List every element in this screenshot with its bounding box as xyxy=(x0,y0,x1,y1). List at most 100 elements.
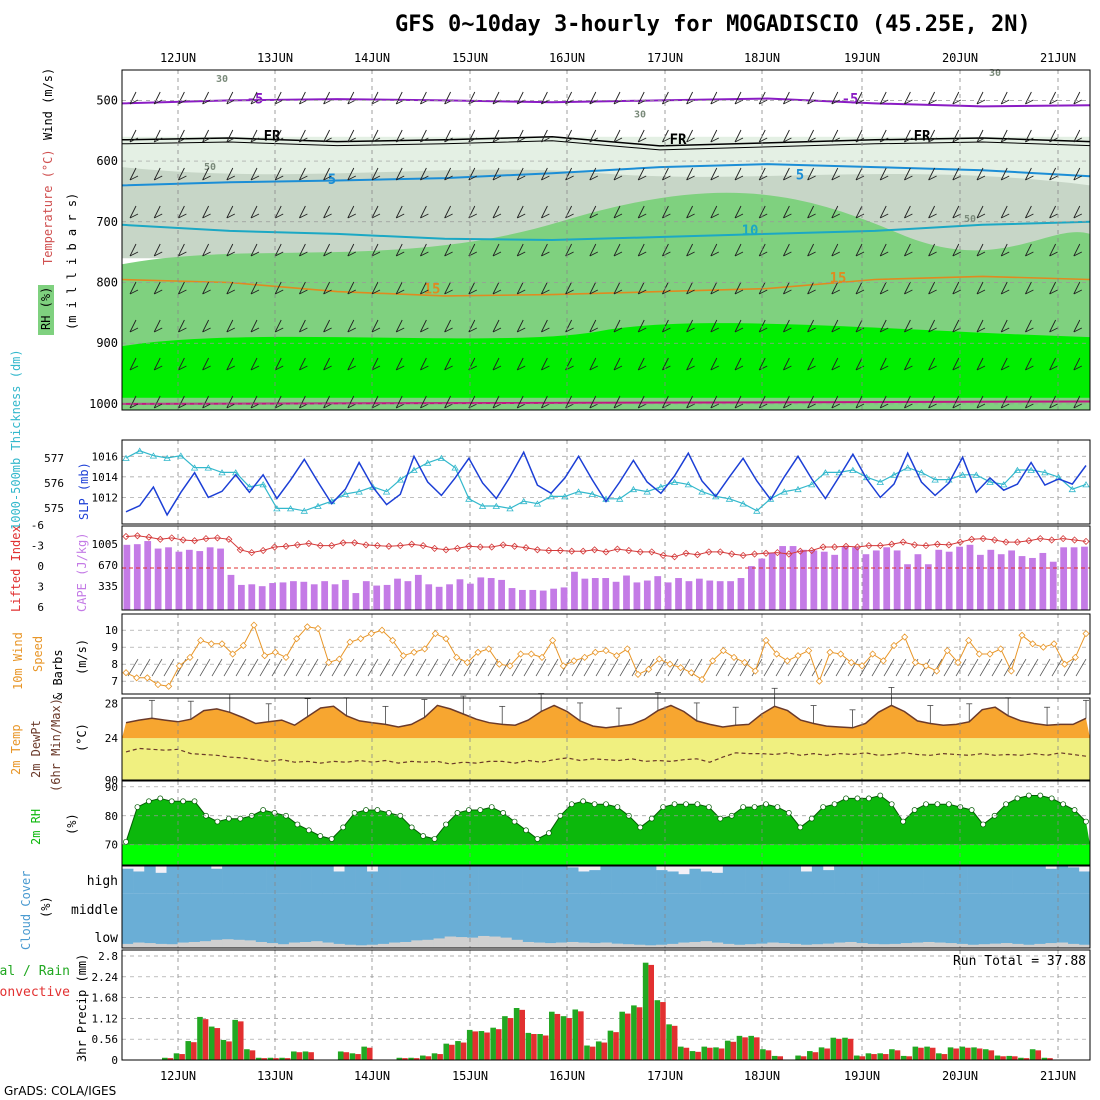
lifted-point xyxy=(305,539,313,548)
wind-barb xyxy=(395,395,405,409)
cloud-high-bar xyxy=(945,866,957,894)
precip-total-bar xyxy=(232,1019,238,1060)
bottom-day-label: 20JUN xyxy=(942,1069,978,1083)
cape-bar xyxy=(487,578,495,610)
wind-barb xyxy=(540,129,550,143)
wind-barb xyxy=(129,167,139,181)
cloud-low-bar xyxy=(122,943,134,948)
bottom-day-label: 15JUN xyxy=(452,1069,488,1083)
cape-bar xyxy=(779,546,787,610)
wind-speed-point xyxy=(986,650,994,658)
cloud-high-bar xyxy=(756,866,768,894)
cloud-high-bar xyxy=(600,866,612,894)
cloud-high-bar xyxy=(656,870,668,894)
cloud-high-bar xyxy=(466,866,479,894)
upper-air-frame xyxy=(121,69,1091,411)
temperature-fill xyxy=(122,705,1090,739)
cloud-low-bar xyxy=(911,942,924,948)
wind-barb xyxy=(1049,205,1058,219)
wind-barb xyxy=(928,281,937,295)
rh2m-point xyxy=(294,821,301,828)
cape-bar xyxy=(477,577,485,610)
thickness-point xyxy=(725,495,734,502)
wind-barb xyxy=(710,281,720,295)
cloud-low-bar xyxy=(778,943,790,948)
cape-bar xyxy=(633,582,641,610)
wind-barb xyxy=(540,243,550,257)
thickness-point xyxy=(300,507,308,514)
wind-speed-point xyxy=(1061,660,1069,668)
wind-barb xyxy=(782,281,792,295)
wind-barb xyxy=(129,129,139,143)
wind-barb xyxy=(807,319,816,333)
cloud-low-bar xyxy=(878,944,891,948)
cloud-low-bar xyxy=(856,943,868,948)
precip-total-bar xyxy=(197,1016,203,1060)
wind-speed-point xyxy=(1082,630,1090,638)
wind-barb xyxy=(516,395,526,409)
wind-speed-point xyxy=(1007,667,1015,675)
rh2m-point xyxy=(1003,801,1009,808)
isotherm-line xyxy=(121,163,1091,187)
precip-conv-bar xyxy=(308,1052,314,1060)
cape-bar xyxy=(1049,561,1057,610)
precip-conv-bar xyxy=(1023,1058,1030,1060)
wind-speed-point xyxy=(815,677,823,685)
thickness-point xyxy=(465,495,473,502)
cloud-high-bar xyxy=(1056,866,1069,894)
wind-barb xyxy=(589,395,599,409)
wind-barb xyxy=(226,281,236,295)
cape-bar xyxy=(904,564,911,610)
rh2m-point xyxy=(1071,807,1078,813)
cloud-high-bar xyxy=(911,866,924,894)
lifted-point xyxy=(762,549,770,557)
wind-barb xyxy=(226,167,236,181)
contour-label: FR xyxy=(914,128,931,144)
cape-bar xyxy=(227,574,235,610)
wind-speed-point xyxy=(847,658,855,667)
precip-conv-bar xyxy=(765,1050,772,1060)
wind-barb xyxy=(347,357,357,371)
surface-wind-barb xyxy=(799,658,811,677)
cloud-high-bar xyxy=(989,866,1002,894)
cape-bar xyxy=(675,578,682,610)
wind-barb xyxy=(1024,167,1034,181)
rh2m-point xyxy=(831,801,838,808)
lifted-point xyxy=(499,541,507,549)
wind-barb xyxy=(1024,357,1034,371)
wind-barb xyxy=(782,319,792,333)
cape-bar xyxy=(1029,557,1036,610)
lifted-point xyxy=(831,543,839,551)
wind-barb xyxy=(855,91,865,105)
top-day-label: 12JUN xyxy=(160,51,196,65)
precip-total-bar xyxy=(642,962,649,1060)
wind-barb xyxy=(589,357,599,371)
wind-barb xyxy=(1000,167,1010,181)
wind-barb xyxy=(952,281,962,295)
thickness-point xyxy=(986,478,994,485)
cloud-high-bar xyxy=(1000,866,1013,894)
cape-bar xyxy=(550,588,558,610)
wind-barb xyxy=(782,129,792,143)
wind-speed-point xyxy=(570,657,578,665)
precip-total-bar xyxy=(291,1051,297,1060)
cloud-low-bar xyxy=(756,943,768,948)
precip-total-bar xyxy=(724,1040,731,1060)
precip-frame xyxy=(121,949,1091,1061)
wind-speed-point xyxy=(741,658,749,667)
wind-barb xyxy=(613,395,623,409)
lifted-point xyxy=(156,535,164,543)
lifted-point xyxy=(236,546,244,554)
cloud-high-bar xyxy=(611,866,623,894)
cape-bar xyxy=(279,582,287,610)
wind-barb xyxy=(637,281,647,295)
top-day-label: 20JUN xyxy=(942,51,978,65)
wind-barb xyxy=(492,243,502,257)
cloud-high-bar xyxy=(122,868,134,894)
cloud-low-bar xyxy=(1023,944,1035,948)
wind-barb xyxy=(468,129,478,143)
bottom-day-label: 12JUN xyxy=(160,1069,196,1083)
surface-wind-barb xyxy=(295,658,307,677)
lifted-point xyxy=(168,534,176,542)
wind-speed-point xyxy=(485,645,493,653)
